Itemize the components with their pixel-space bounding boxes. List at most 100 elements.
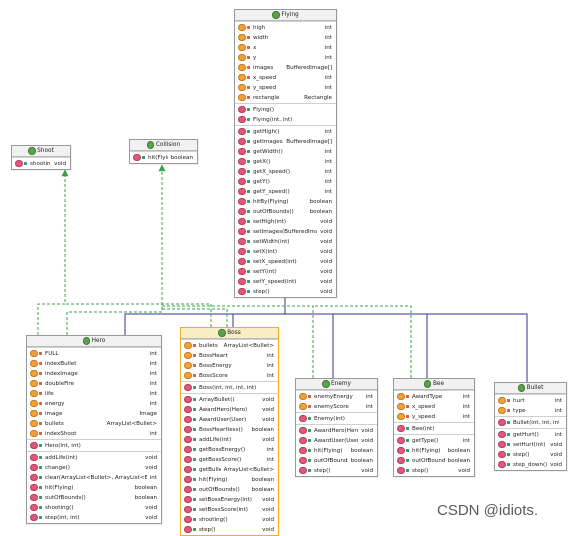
method-row[interactable]: shooting()void xyxy=(12,159,70,169)
method-row[interactable]: addLife(int) void xyxy=(181,435,278,445)
method-row[interactable]: getImages()BufferedImage[] xyxy=(235,137,336,147)
field-row[interactable]: y_speed int xyxy=(235,83,336,93)
method-row[interactable]: outOfBounds()boolean xyxy=(296,456,377,466)
field-row[interactable]: images BufferedImage[] xyxy=(235,63,336,73)
method-row[interactable]: getX() int xyxy=(235,157,336,167)
field-row[interactable]: BossEnergy int xyxy=(181,361,278,371)
method-row[interactable]: AwardUser(User) void xyxy=(296,436,377,446)
method-row[interactable]: hit(Flying)boolean xyxy=(27,483,161,493)
method-row[interactable]: getBullets()ArrayList<Bullet> xyxy=(181,465,278,475)
field-row[interactable]: rectangle Rectangle xyxy=(235,93,336,103)
field-row[interactable]: BossScore int xyxy=(181,371,278,381)
class-flying[interactable]: Flying high int width int x int y int images Buff… xyxy=(234,9,337,298)
method-row[interactable]: getHigh() int xyxy=(235,127,336,137)
method-row[interactable]: outOfBounds()boolean xyxy=(235,207,336,217)
constructor-row[interactable]: Bee(int) xyxy=(394,424,474,434)
method-row[interactable]: step(int, int) void xyxy=(27,513,161,523)
method-row[interactable]: ArrayBullet() void xyxy=(181,395,278,405)
method-row[interactable]: getY() int xyxy=(235,177,336,187)
field-row[interactable]: high int xyxy=(235,23,336,33)
field-row[interactable]: doubleFire int xyxy=(27,379,161,389)
method-row[interactable]: AwardUser(User) void xyxy=(181,415,278,425)
field-row[interactable]: enemyScore int xyxy=(296,402,377,412)
method-row[interactable]: getY_speed() int xyxy=(235,187,336,197)
interface-collision[interactable]: Collision hit(Flying)boolean xyxy=(129,139,198,164)
method-row[interactable]: setX(int) void xyxy=(235,247,336,257)
field-row[interactable]: indexBullet int xyxy=(27,359,161,369)
field-row[interactable]: type int xyxy=(495,406,566,416)
method-row[interactable]: step() void xyxy=(181,525,278,535)
field-row[interactable]: x_speed int xyxy=(394,402,474,412)
method-row[interactable]: getBossScore() int xyxy=(181,455,278,465)
method-row[interactable]: setWidth(int) void xyxy=(235,237,336,247)
class-enemy[interactable]: Enemy enemyEnergy int enemyScore int Enemy(… xyxy=(295,378,378,477)
member-name: change() xyxy=(45,464,70,471)
class-bullet[interactable]: Bullet hurt int type int Bullet(int, int, i… xyxy=(494,382,567,471)
method-row[interactable]: setY(int) void xyxy=(235,267,336,277)
field-row[interactable]: x_speed int xyxy=(235,73,336,83)
field-row[interactable]: indexShoot int xyxy=(27,429,161,439)
visibility-icon xyxy=(308,405,311,408)
method-row[interactable]: AwardHero(Hero) void xyxy=(296,426,377,436)
field-row[interactable]: x int xyxy=(235,43,336,53)
method-row[interactable]: outOfBounds()boolean xyxy=(394,456,474,466)
method-row[interactable]: outOfBounds()boolean xyxy=(181,485,278,495)
method-row[interactable]: setHurt(int) void xyxy=(495,440,566,450)
field-row[interactable]: y_speed int xyxy=(394,412,474,422)
method-row[interactable]: shooting()void xyxy=(27,503,161,513)
constructor-row[interactable]: Flying(int, int) xyxy=(235,115,336,125)
field-icon xyxy=(30,429,38,438)
method-row[interactable]: getType() int xyxy=(394,436,474,446)
method-row[interactable]: addLife(int) void xyxy=(27,453,161,463)
class-bee[interactable]: Bee AwardType int x_speed int y_speed int Bee… xyxy=(393,378,475,477)
field-row[interactable]: width int xyxy=(235,33,336,43)
method-row[interactable]: BossHeartless() boolean xyxy=(181,425,278,435)
method-row[interactable]: setX_speed(int) void xyxy=(235,257,336,267)
member-name: getX_speed() xyxy=(253,168,291,175)
method-row[interactable]: setHigh(int) void xyxy=(235,217,336,227)
field-row[interactable]: indexImage int xyxy=(27,369,161,379)
method-row[interactable]: setBossScore(int) void xyxy=(181,505,278,515)
field-row[interactable]: energy int xyxy=(27,399,161,409)
method-row[interactable]: setY_speed(int) void xyxy=(235,277,336,287)
method-row[interactable]: change() void xyxy=(27,463,161,473)
field-row[interactable]: AwardType int xyxy=(394,392,474,402)
method-row[interactable]: getWidth() int xyxy=(235,147,336,157)
method-row[interactable]: step() void xyxy=(296,466,377,476)
class-boss[interactable]: Boss bullets ArrayList<Bullet> BossHeart in… xyxy=(180,327,279,536)
method-row[interactable]: step() void xyxy=(495,450,566,460)
method-row[interactable]: outOfBounds()boolean xyxy=(27,493,161,503)
method-row[interactable]: hitBy(Flying) boolean xyxy=(235,197,336,207)
method-row[interactable]: clear(ArrayList<Bullet>, ArrayList<Enemy… xyxy=(27,473,161,483)
constructor-row[interactable]: Hero(int, int) xyxy=(27,441,161,451)
constructor-row[interactable]: Enemy(int) xyxy=(296,414,377,424)
method-row[interactable]: hit(Flying)boolean xyxy=(296,446,377,456)
field-row[interactable]: enemyEnergy int xyxy=(296,392,377,402)
method-row[interactable]: getHurt() int xyxy=(495,430,566,440)
method-row[interactable]: hit(Flying)boolean xyxy=(181,475,278,485)
constructor-row[interactable]: Flying() xyxy=(235,105,336,115)
field-row[interactable]: image Image xyxy=(27,409,161,419)
method-row[interactable]: hit(Flying)boolean xyxy=(130,153,197,163)
method-row[interactable]: step() void xyxy=(394,466,474,476)
field-row[interactable]: y int xyxy=(235,53,336,63)
method-row[interactable]: setImages(BufferedImage[])void xyxy=(235,227,336,237)
class-hero[interactable]: Hero FULL int indexBullet int indexImage int d… xyxy=(26,335,162,524)
field-row[interactable]: BossHeart int xyxy=(181,351,278,361)
field-row[interactable]: FULL int xyxy=(27,349,161,359)
method-row[interactable]: step_down() void xyxy=(495,460,566,470)
method-row[interactable]: AwardHero(Hero) void xyxy=(181,405,278,415)
method-row[interactable]: getBossEnergy() int xyxy=(181,445,278,455)
method-row[interactable]: hit(Flying)boolean xyxy=(394,446,474,456)
field-row[interactable]: hurt int xyxy=(495,396,566,406)
interface-shoot[interactable]: Shoot shooting()void xyxy=(11,145,71,170)
method-row[interactable]: setBossEnergy(int) void xyxy=(181,495,278,505)
method-row[interactable]: step() void xyxy=(235,287,336,297)
method-row[interactable]: shooting()void xyxy=(181,515,278,525)
field-row[interactable]: life int xyxy=(27,389,161,399)
constructor-row[interactable]: Bullet(int, int, int, int) xyxy=(495,418,566,428)
field-row[interactable]: bullets ArrayList<Bullet> xyxy=(27,419,161,429)
constructor-row[interactable]: Boss(int, int, int, int) xyxy=(181,383,278,393)
field-row[interactable]: bullets ArrayList<Bullet> xyxy=(181,341,278,351)
method-row[interactable]: getX_speed() int xyxy=(235,167,336,177)
